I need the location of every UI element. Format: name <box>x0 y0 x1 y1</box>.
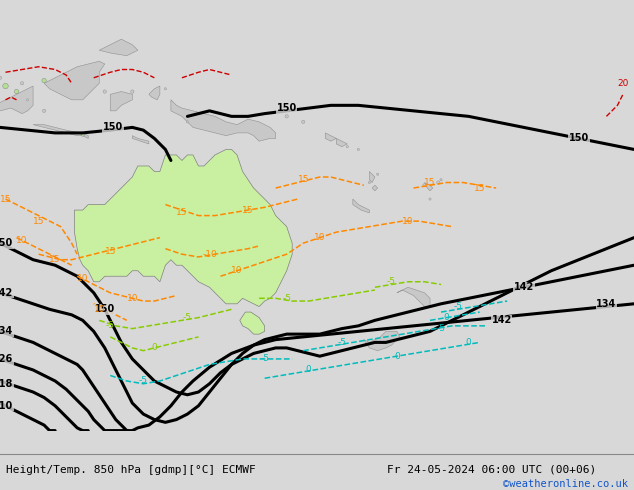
Text: 0: 0 <box>466 338 472 347</box>
Text: -5: -5 <box>183 313 192 322</box>
Text: 10: 10 <box>127 294 138 303</box>
Text: -5: -5 <box>337 338 346 347</box>
Text: Fr 24-05-2024 06:00 UTC (00+06): Fr 24-05-2024 06:00 UTC (00+06) <box>387 465 596 475</box>
Text: 15: 15 <box>242 206 254 215</box>
Polygon shape <box>240 312 264 334</box>
Polygon shape <box>336 138 347 147</box>
Text: 15: 15 <box>176 208 188 218</box>
Text: 134: 134 <box>597 299 616 309</box>
Polygon shape <box>425 182 433 191</box>
Circle shape <box>437 181 440 184</box>
Polygon shape <box>397 287 430 307</box>
Circle shape <box>3 83 8 89</box>
Circle shape <box>81 133 84 136</box>
Text: 10: 10 <box>16 236 28 245</box>
Text: -5: -5 <box>139 376 148 386</box>
Circle shape <box>346 146 349 148</box>
Circle shape <box>423 184 426 187</box>
Text: 10: 10 <box>314 233 325 242</box>
Text: 150: 150 <box>0 238 13 248</box>
Polygon shape <box>370 172 375 182</box>
Text: ©weatheronline.co.uk: ©weatheronline.co.uk <box>503 480 628 490</box>
Text: 20: 20 <box>618 79 629 88</box>
Text: 15: 15 <box>474 184 486 193</box>
Circle shape <box>103 90 107 93</box>
Text: 15: 15 <box>297 175 309 184</box>
Circle shape <box>42 78 46 83</box>
Circle shape <box>20 82 23 85</box>
Circle shape <box>27 98 29 101</box>
Text: 150: 150 <box>94 304 115 314</box>
Text: -10: -10 <box>202 250 217 259</box>
Polygon shape <box>149 86 160 100</box>
Polygon shape <box>33 124 82 136</box>
Text: 10: 10 <box>93 305 105 314</box>
Text: 150: 150 <box>569 133 589 144</box>
Polygon shape <box>171 100 276 141</box>
Text: 15: 15 <box>424 178 436 187</box>
Text: 142: 142 <box>514 282 534 292</box>
Circle shape <box>15 89 19 94</box>
Text: -5: -5 <box>260 354 269 364</box>
Text: 0: 0 <box>394 352 400 361</box>
Polygon shape <box>74 149 292 307</box>
Text: 150: 150 <box>276 103 297 113</box>
Polygon shape <box>100 39 138 56</box>
Polygon shape <box>364 331 399 351</box>
Text: 126: 126 <box>0 354 13 364</box>
Circle shape <box>377 173 378 175</box>
Polygon shape <box>325 133 336 141</box>
Text: 0: 0 <box>444 313 450 322</box>
Text: Height/Temp. 850 hPa [gdmp][°C] ECMWF: Height/Temp. 850 hPa [gdmp][°C] ECMWF <box>6 465 256 475</box>
Polygon shape <box>133 136 149 144</box>
Text: 15: 15 <box>105 247 116 256</box>
Circle shape <box>42 109 46 113</box>
Text: 134: 134 <box>0 326 13 336</box>
Circle shape <box>357 148 359 150</box>
Polygon shape <box>110 92 133 111</box>
Text: 15: 15 <box>33 217 44 225</box>
Text: 10: 10 <box>402 217 414 225</box>
Circle shape <box>186 121 188 123</box>
Text: 118: 118 <box>0 379 13 389</box>
Text: 15: 15 <box>0 195 11 203</box>
Polygon shape <box>353 199 370 213</box>
Text: 0: 0 <box>306 366 311 374</box>
Text: -5: -5 <box>106 321 115 330</box>
Text: -5: -5 <box>437 324 446 333</box>
Text: 110: 110 <box>0 401 13 411</box>
Circle shape <box>302 120 305 123</box>
Text: 10: 10 <box>231 266 243 275</box>
Text: 10: 10 <box>77 274 89 284</box>
Circle shape <box>440 179 442 181</box>
Circle shape <box>285 115 288 118</box>
Polygon shape <box>44 61 105 100</box>
Text: 142: 142 <box>491 316 512 325</box>
Text: 15: 15 <box>49 255 61 264</box>
Circle shape <box>0 76 2 79</box>
Circle shape <box>131 90 134 93</box>
Text: 0: 0 <box>152 343 157 352</box>
Text: -5: -5 <box>282 294 291 303</box>
Polygon shape <box>372 185 378 191</box>
Text: 142: 142 <box>0 288 13 298</box>
Circle shape <box>368 181 370 184</box>
Circle shape <box>429 198 431 200</box>
Text: -5: -5 <box>387 277 396 286</box>
Text: -5: -5 <box>453 302 462 311</box>
Polygon shape <box>82 133 88 138</box>
Polygon shape <box>0 86 33 119</box>
Circle shape <box>164 88 167 90</box>
Text: 150: 150 <box>103 122 123 132</box>
